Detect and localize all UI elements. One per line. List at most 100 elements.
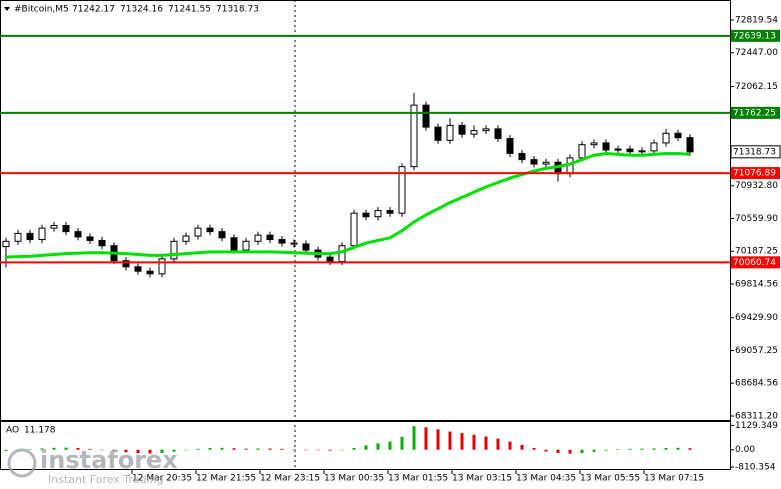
candle-body: [302, 243, 310, 251]
candle-body: [146, 270, 154, 275]
candle-body: [98, 239, 106, 247]
candle-body: [506, 138, 514, 154]
y-tick-label: 69814.56: [735, 279, 778, 289]
x-tick-label: 13 Mar 04:35: [516, 474, 576, 484]
candle-body: [254, 234, 262, 242]
ao-bar: [592, 449, 596, 452]
candle-body: [362, 212, 370, 218]
candle-body: [266, 234, 274, 241]
candle-body: [638, 150, 646, 153]
candle-body: [170, 240, 178, 260]
candle-body: [50, 224, 58, 229]
ao-bar: [172, 449, 176, 452]
ao-bar: [316, 449, 320, 451]
ao-bar: [304, 449, 308, 451]
x-tick-label: 13 Mar 01:55: [388, 474, 448, 484]
ao-bar: [28, 449, 32, 450]
ao-bar: [556, 449, 560, 453]
x-tick-label: 12 Mar 23:15: [260, 474, 320, 484]
candle-body: [278, 239, 286, 244]
x-tick-label: 13 Mar 00:35: [324, 474, 384, 484]
ao-bar: [484, 436, 488, 450]
level-label-box: [731, 106, 780, 119]
ao-bar: [664, 448, 668, 450]
price-label: 71318.73: [733, 147, 776, 157]
candle-body: [290, 242, 298, 245]
candle-body: [578, 144, 586, 159]
ao-bar: [508, 441, 512, 450]
ao-bar: [628, 448, 632, 450]
ao-bar: [436, 429, 440, 450]
ao-bar: [220, 447, 224, 450]
ao-bar: [544, 449, 548, 452]
ao-bar: [184, 449, 188, 451]
ao-value: 11.178: [24, 426, 56, 436]
ohlc-value: 71324.16: [120, 5, 163, 15]
ohlc-value: 71242.17: [72, 5, 115, 15]
candle-body: [518, 152, 526, 161]
ao-bar: [640, 448, 644, 450]
ao-bar: [388, 441, 392, 450]
level-label: 71076.89: [733, 169, 776, 179]
level-label: 72639.13: [733, 31, 776, 41]
candle-body: [410, 104, 418, 168]
ao-bar: [232, 448, 236, 450]
candle-body: [326, 256, 334, 263]
ao-bar: [580, 449, 584, 454]
candle-body: [386, 210, 394, 214]
y-tick-label: 70559.90: [735, 214, 778, 224]
ao-bar: [352, 448, 356, 450]
ao-bar: [280, 448, 284, 450]
candle-body: [134, 266, 142, 272]
price-label-box: [730, 145, 781, 159]
candle-body: [374, 210, 382, 218]
candle-body: [350, 212, 358, 247]
ao-tick-label: 1129.349: [735, 421, 778, 431]
candle-body: [530, 159, 538, 165]
candle-body: [398, 166, 406, 214]
candle-body: [494, 128, 502, 140]
moving-average: [5, 151, 691, 259]
candle-body: [2, 240, 10, 248]
level-label-box: [731, 29, 780, 42]
ao-bar: [520, 445, 524, 450]
ao-bar: [268, 448, 272, 450]
ao-bar: [4, 449, 8, 451]
candle-body: [686, 137, 694, 153]
level-label: 70060.74: [733, 258, 776, 268]
level-label-box: [731, 167, 780, 180]
ao-bar: [40, 448, 44, 450]
ao-bar: [88, 448, 92, 450]
ao-bar: [400, 436, 404, 450]
ao-bar: [256, 448, 260, 450]
ao-bar: [112, 449, 116, 452]
x-tick-label: 13 Mar 05:55: [580, 474, 640, 484]
level-label-box: [731, 256, 780, 269]
y-tick-label: 72062.15: [735, 82, 778, 92]
x-tick-label: 12 Mar 21:55: [196, 474, 256, 484]
y-tick-label: 68684.56: [735, 379, 778, 389]
watermark-tagline: Instant Forex Trading: [48, 473, 164, 486]
candle-body: [422, 104, 430, 128]
ao-bar: [376, 443, 380, 450]
ao-bar: [148, 449, 152, 454]
ohlc-value: 71241.55: [168, 5, 211, 15]
watermark: instaforex Instant Forex Trading: [7, 446, 178, 486]
watermark-logo: [7, 448, 37, 478]
y-tick-label: 72447.00: [735, 48, 778, 58]
x-tick-label: 13 Mar 03:15: [452, 474, 512, 484]
candle-body: [62, 224, 70, 233]
ao-frame: [0, 421, 731, 470]
candle-body: [482, 128, 490, 132]
candle-body: [206, 227, 214, 233]
y-tick-label: 69057.25: [735, 346, 778, 356]
ao-bar: [244, 448, 248, 450]
candle-body: [602, 142, 610, 151]
x-tick-label: 13 Mar 07:15: [644, 474, 704, 484]
ao-tick-label: 0.00: [735, 445, 755, 455]
candle-body: [182, 235, 190, 242]
candle-body: [542, 161, 550, 165]
ao-bar: [652, 448, 656, 450]
symbol: #Bitcoin,M5: [14, 5, 69, 15]
candle-body: [230, 237, 238, 251]
